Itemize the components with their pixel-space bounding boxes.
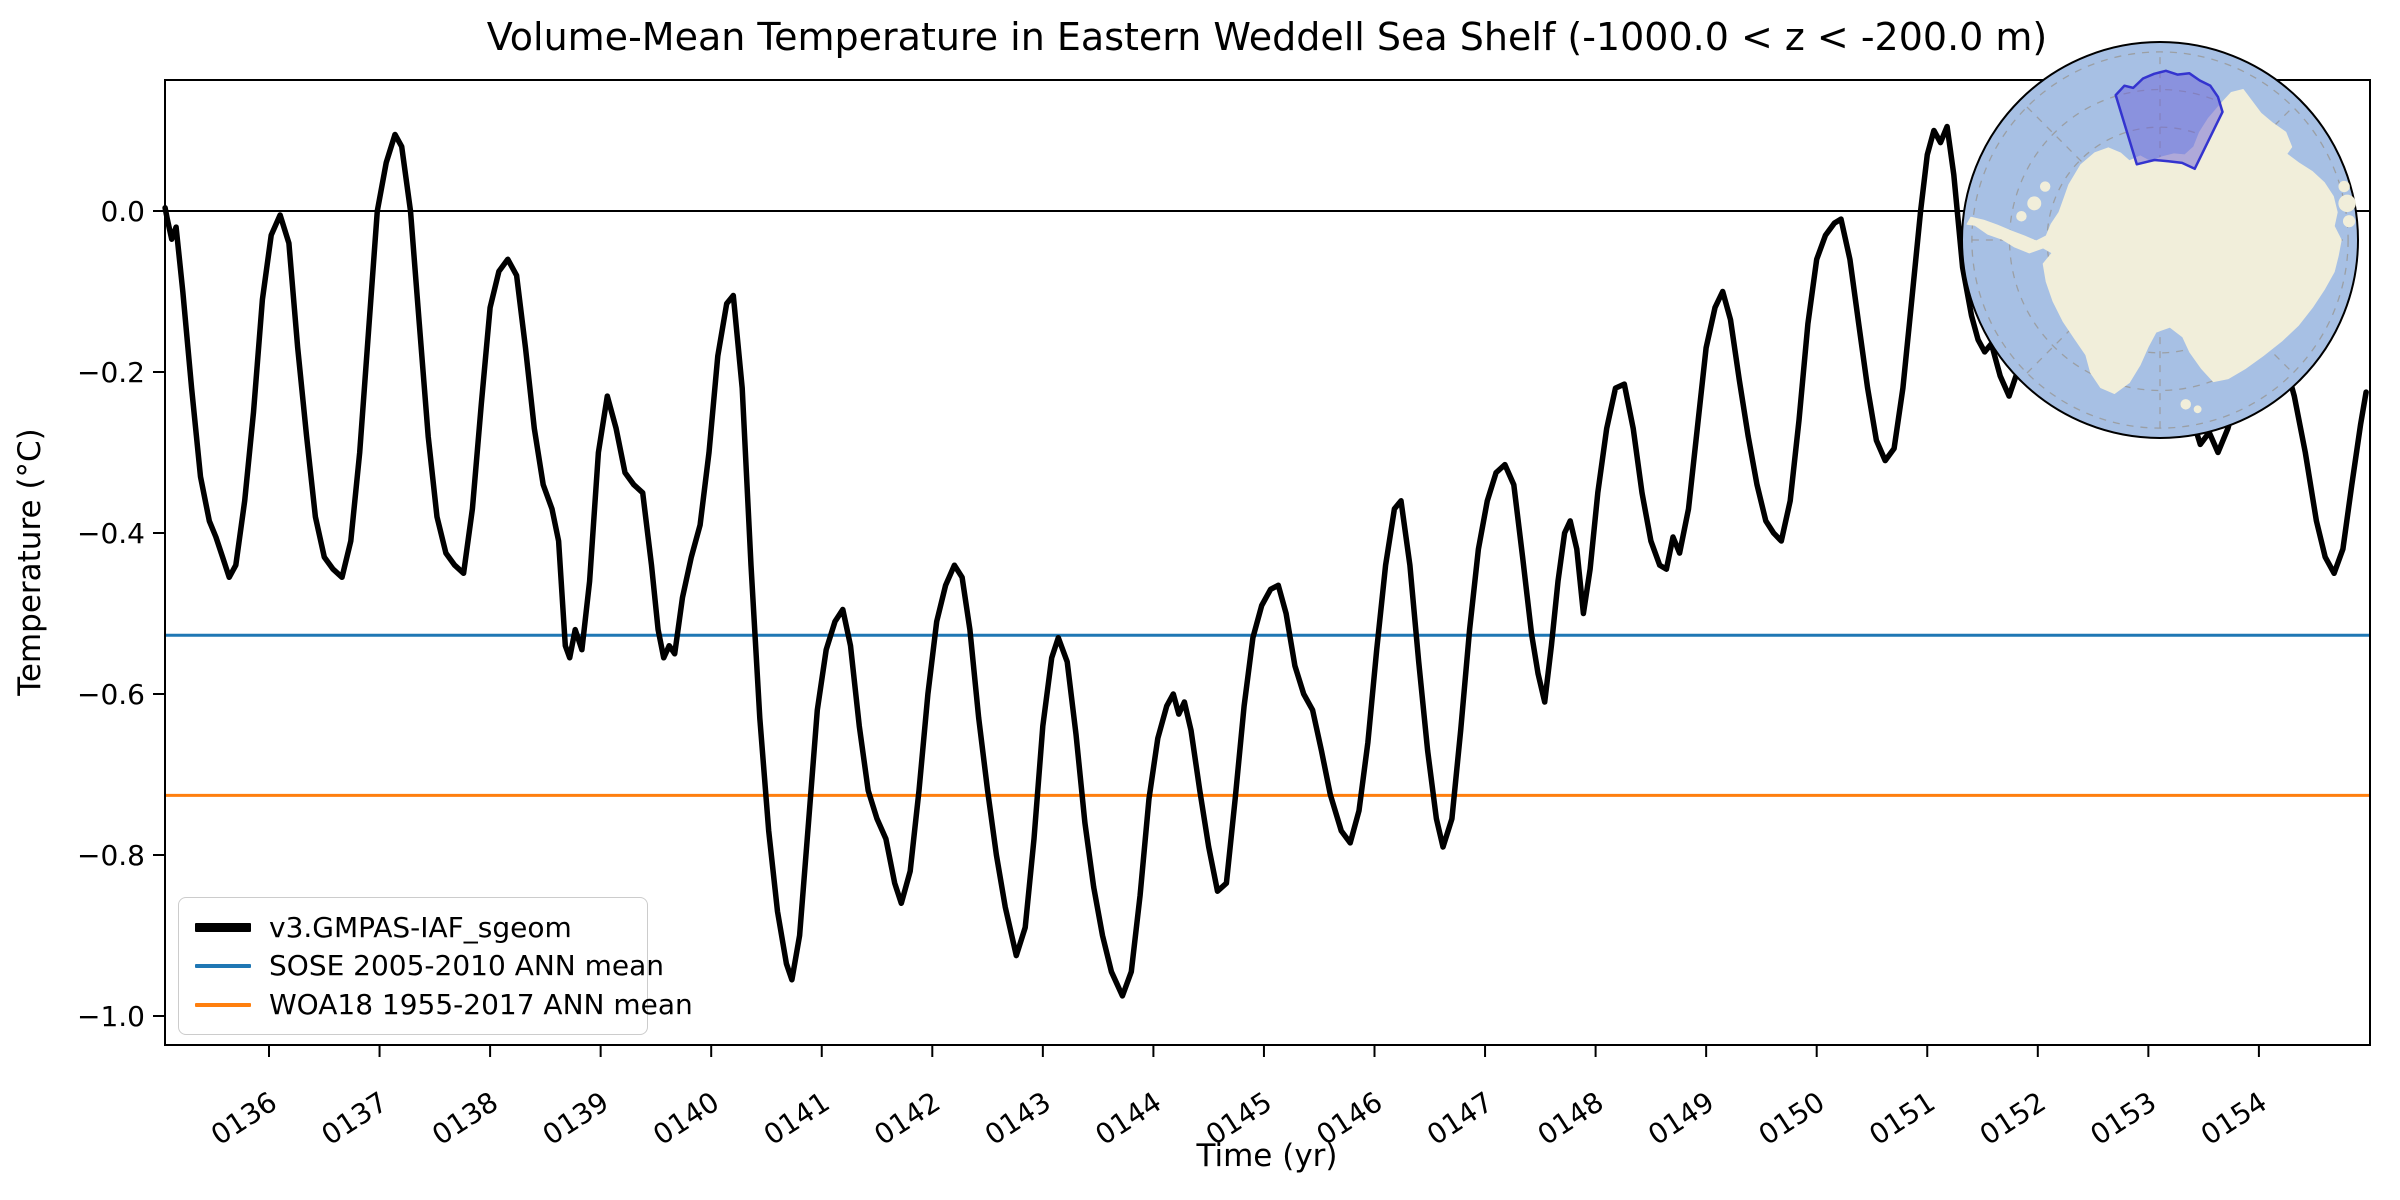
map-island (2338, 194, 2356, 213)
map-island (2016, 211, 2027, 222)
legend-item-label: v3.GMPAS-IAF_sgeom (269, 910, 572, 944)
legend-item-label: SOSE 2005-2010 ANN mean (269, 949, 665, 983)
x-tick-label: 0147 (1421, 1085, 1499, 1151)
x-tick-label: 0149 (1642, 1085, 1720, 1151)
x-tick-label: 0152 (1974, 1085, 2052, 1151)
map-island (2193, 405, 2202, 414)
x-tick-label: 0151 (1863, 1085, 1941, 1151)
x-tick-label: 0137 (316, 1085, 394, 1151)
legend-line-swatch (195, 963, 251, 968)
x-tick-label: 0144 (1089, 1085, 1167, 1151)
y-tick-label: 0.0 (100, 195, 145, 228)
map-island (2039, 181, 2051, 192)
x-tick-label: 0138 (426, 1085, 504, 1151)
x-tick-label: 0139 (537, 1085, 615, 1151)
y-tick-label: −0.2 (77, 356, 145, 389)
legend-item: WOA18 1955-2017 ANN mean (195, 988, 693, 1021)
legend-box: v3.GMPAS-IAF_sgeom SOSE 2005-2010 ANN me… (178, 897, 693, 1035)
x-tick-label: 0143 (979, 1085, 1057, 1151)
x-tick-label: 0140 (647, 1085, 725, 1151)
x-tick-label: 0142 (868, 1085, 946, 1151)
y-tick-label: −0.4 (77, 517, 145, 550)
y-tick-label: −1.0 (77, 1000, 145, 1033)
x-tick-label: 0148 (1532, 1085, 1610, 1151)
y-axis-label: Temperature (°C) (12, 428, 48, 697)
plot-border (164, 79, 2371, 1046)
y-tick-label: −0.8 (77, 839, 145, 872)
x-tick-label: 0141 (758, 1085, 836, 1151)
map-island (2180, 399, 2191, 410)
legend-line-swatch (195, 1002, 251, 1007)
legend-item: SOSE 2005-2010 ANN mean (195, 949, 664, 982)
legend-item: v3.GMPAS-IAF_sgeom (195, 911, 631, 944)
x-tick-label: 0150 (1753, 1085, 1831, 1151)
y-tick-label: −0.6 (77, 678, 145, 711)
x-tick-label: 0136 (205, 1085, 283, 1151)
map-island (2342, 215, 2356, 228)
x-axis-label: Time (yr) (1196, 1138, 1338, 1174)
x-tick-label: 0154 (2195, 1085, 2273, 1151)
chart-title: Volume-Mean Temperature in Eastern Wedde… (487, 15, 2048, 59)
data-series-line (162, 123, 2369, 999)
legend-line-swatch (195, 922, 251, 932)
legend-item-label: WOA18 1955-2017 ANN mean (269, 988, 693, 1022)
map-island (2338, 180, 2350, 193)
region-highlight-eastern-weddell (2114, 69, 2224, 171)
antarctica-inset-map (1961, 41, 2359, 439)
map-island (2027, 196, 2042, 211)
x-tick-label: 0153 (2084, 1085, 2162, 1151)
